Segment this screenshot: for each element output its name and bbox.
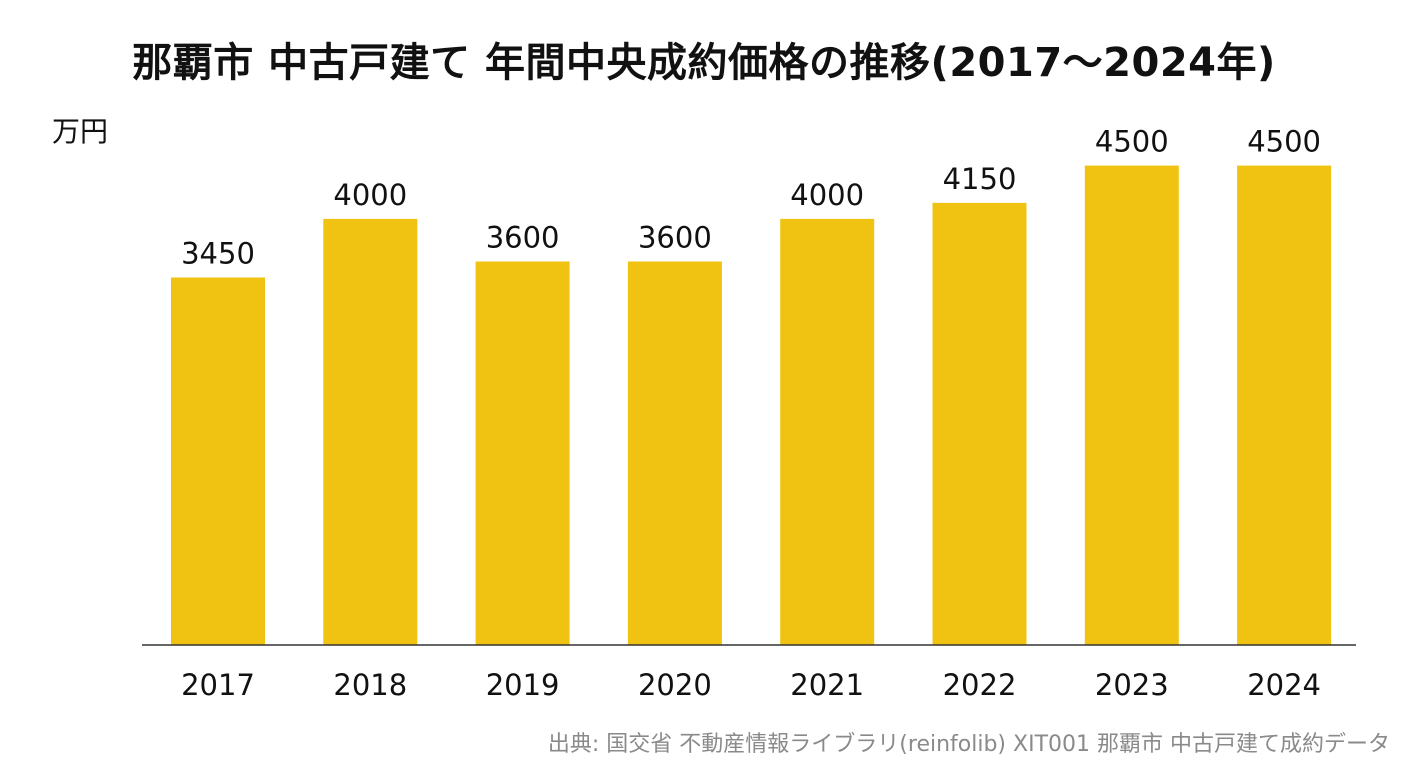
data-label-2020: 3600 [638, 221, 712, 255]
x-tick-label-2024: 2024 [1247, 668, 1321, 702]
bar-2022 [932, 202, 1027, 645]
data-label-2023: 4500 [1095, 125, 1169, 159]
data-label-2019: 3600 [486, 221, 560, 255]
data-label-2017: 3450 [181, 237, 255, 271]
bar-2020 [627, 261, 722, 645]
bar-2021 [780, 218, 875, 645]
data-label-2018: 4000 [333, 178, 407, 212]
x-tick-label-2017: 2017 [181, 668, 255, 702]
chart-title: 那覇市 中古戸建て 年間中央成約価格の推移(2017〜2024年) [132, 40, 1276, 86]
bar-2017 [171, 277, 265, 645]
x-tick-label-2018: 2018 [333, 668, 407, 702]
source-note: 出典: 国交省 不動産情報ライブラリ(reinfolib) XIT001 那覇市… [547, 732, 1390, 757]
bar-2023 [1084, 165, 1179, 645]
x-tick-label-2020: 2020 [638, 668, 712, 702]
data-label-2024: 4500 [1247, 125, 1321, 159]
bar-2024 [1237, 165, 1332, 645]
x-tick-label-2023: 2023 [1095, 668, 1169, 702]
x-tick-label-2019: 2019 [486, 668, 560, 702]
bar-2018 [323, 218, 418, 645]
data-label-2021: 4000 [790, 178, 864, 212]
y-axis-unit-label: 万円 [52, 115, 109, 148]
x-tick-label-2021: 2021 [790, 668, 864, 702]
bar-2019 [475, 261, 570, 645]
x-tick-label-2022: 2022 [943, 668, 1017, 702]
data-label-2022: 4150 [943, 162, 1017, 196]
